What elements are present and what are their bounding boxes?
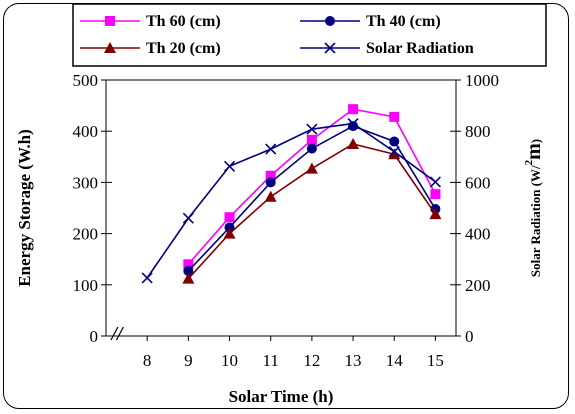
x-tick-label: 15 [427,351,444,370]
data-point [430,189,441,200]
y2-axis-title-unit: m [523,143,545,160]
legend-entry: Th 60 (cm) [80,13,221,30]
data-point [265,143,277,155]
y-tick-label: 400 [73,122,99,141]
series-0 [183,104,441,270]
series-layer [141,104,442,284]
right-axis: 0 200 400 600 800 1000 [450,71,499,346]
y-tick-label: 500 [73,71,99,90]
data-point [183,265,194,276]
data-point [429,208,442,220]
left-axis: 0 100 200 300 400 500 [73,71,112,346]
data-point [305,162,318,174]
data-point [265,177,276,188]
legend-label: Th 20 (cm) [146,40,221,57]
y-tick-label: 200 [73,225,99,244]
svg-text:Solar Radiation (W/2m): Solar Radiation (W/2m) [523,139,545,277]
data-point [224,212,235,223]
y2-tick-label: 400 [465,225,491,244]
x-tick-label: 10 [221,351,238,370]
data-point [223,160,236,172]
data-point [388,146,400,158]
data-point [141,272,153,284]
y-tick-label: 100 [73,276,99,295]
legend-label: Solar Radiation [366,40,474,57]
y2-axis-title: Solar Radiation (W/2m) [523,139,545,277]
data-point [348,104,359,115]
legend-marker [325,16,335,26]
y-axis-title: Energy Storage (W.h) [15,129,34,287]
data-point [306,134,317,145]
y2-axis-title-main: Solar Radiation (W/ [528,165,543,277]
y2-tick-label: 1000 [465,71,499,90]
legend-entry: Th 20 (cm) [80,40,221,57]
data-point [224,222,235,233]
legend-box [72,3,547,67]
legend-entry: Solar Radiation [300,40,474,57]
x-axis-title: Solar Time (h) [229,387,334,406]
y2-tick-label: 600 [465,173,491,192]
x-tick-label: 11 [263,351,279,370]
data-point [389,136,400,147]
legend-marker [105,16,115,26]
axis-break-mark: // [109,323,125,345]
legend-marker [324,42,336,54]
y-tick-label: 300 [73,173,99,192]
series-3 [141,117,441,284]
data-point [429,176,441,188]
x-tick-label: 8 [143,351,152,370]
data-point [306,123,318,135]
x-tick-label: 13 [345,351,362,370]
x-tick-label: 9 [184,351,193,370]
legend-marker [104,42,116,53]
data-point [306,143,317,154]
y2-tick-label: 800 [465,122,491,141]
plot-area [105,79,457,337]
legend-label: Th 40 (cm) [366,13,441,30]
y2-tick-label: 200 [465,276,491,295]
data-point [182,272,195,284]
data-point [265,170,276,181]
data-point [347,117,359,130]
x-axis: 8 9 10 11 12 13 14 15 [143,336,444,370]
y2-tick-label: 0 [465,327,474,346]
data-point [347,138,360,149]
data-point [182,212,194,224]
y2-axis-title-sup: 2 [523,159,535,165]
y-tick-label: 0 [90,327,99,346]
data-point [183,259,194,270]
data-point [264,190,277,202]
legend-label: Th 60 (cm) [146,13,221,30]
series-line [146,122,436,279]
legend-entry: Th 40 (cm) [300,13,441,30]
x-tick-label: 12 [303,351,320,370]
data-point [388,148,401,160]
x-tick-label: 14 [386,351,404,370]
legend: Th 60 (cm) Th 40 (cm) Th 20 (cm) Solar Radi… [80,13,474,57]
data-point [389,111,400,122]
data-point [223,227,236,239]
series-2 [182,138,442,284]
